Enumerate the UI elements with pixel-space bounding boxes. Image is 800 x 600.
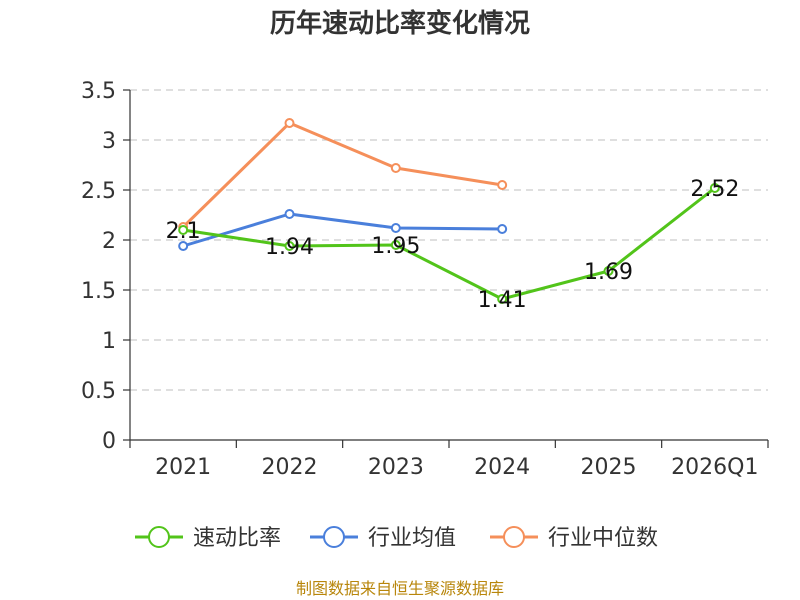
series-group bbox=[178, 118, 720, 304]
legend-label: 行业中位数 bbox=[548, 526, 658, 551]
data-label: 2.52 bbox=[690, 177, 739, 202]
data-point bbox=[284, 118, 295, 128]
legend-marker bbox=[148, 526, 170, 548]
x-tick-label: 2022 bbox=[262, 455, 318, 480]
data-point bbox=[709, 183, 720, 193]
x-tick-label: 2025 bbox=[581, 455, 637, 480]
y-tick-label: 1.5 bbox=[81, 279, 116, 304]
y-tick-label: 0 bbox=[102, 429, 116, 454]
data-point bbox=[497, 294, 508, 304]
y-tick-label: 3.5 bbox=[81, 79, 116, 104]
x-tick-label: 2024 bbox=[474, 455, 530, 480]
data-point bbox=[178, 241, 189, 251]
data-label: 1.41 bbox=[478, 288, 527, 313]
y-tick-label: 1 bbox=[102, 329, 116, 354]
y-tick-label: 3 bbox=[102, 129, 116, 154]
series-line-0 bbox=[182, 186, 716, 301]
x-tick-label: 2026Q1 bbox=[671, 455, 758, 480]
axes: 0 0.5 1 1.5 2 2.5 3 3.5 2021 2022 2023 2024 2025 2026… bbox=[81, 79, 769, 480]
data-point bbox=[497, 180, 508, 190]
source-note: 制图数据来自恒生聚源数据库 bbox=[296, 579, 504, 598]
legend-label: 速动比率 bbox=[193, 526, 281, 551]
data-label: 1.69 bbox=[584, 260, 633, 285]
data-point bbox=[497, 224, 508, 234]
chart-title: 历年速动比率变化情况 bbox=[270, 8, 530, 39]
y-tick-label: 2.5 bbox=[81, 179, 116, 204]
data-label: 1.94 bbox=[265, 235, 314, 260]
y-tick-label: 2 bbox=[102, 229, 116, 254]
data-point bbox=[178, 225, 189, 235]
data-point bbox=[390, 163, 401, 173]
series-line-1 bbox=[182, 212, 503, 248]
data-point bbox=[284, 209, 295, 219]
legend-marker bbox=[323, 526, 345, 548]
legend-label: 行业均值 bbox=[368, 526, 456, 551]
grid-lines bbox=[130, 89, 768, 391]
data-labels: 2.1 1.94 1.95 1.41 1.69 2.52 bbox=[166, 177, 740, 313]
data-point bbox=[284, 241, 295, 251]
data-point bbox=[603, 266, 614, 276]
y-tick-label: 0.5 bbox=[81, 379, 116, 404]
legend: 速动比率 行业均值 行业中位数 bbox=[135, 526, 658, 551]
series-line-2 bbox=[182, 121, 503, 229]
data-label: 2.1 bbox=[166, 219, 201, 244]
legend-marker bbox=[503, 526, 525, 548]
x-tick-label: 2023 bbox=[368, 455, 424, 480]
data-point bbox=[390, 223, 401, 233]
data-label: 1.95 bbox=[371, 234, 420, 259]
data-point bbox=[390, 240, 401, 250]
x-tick-label: 2021 bbox=[155, 455, 211, 480]
